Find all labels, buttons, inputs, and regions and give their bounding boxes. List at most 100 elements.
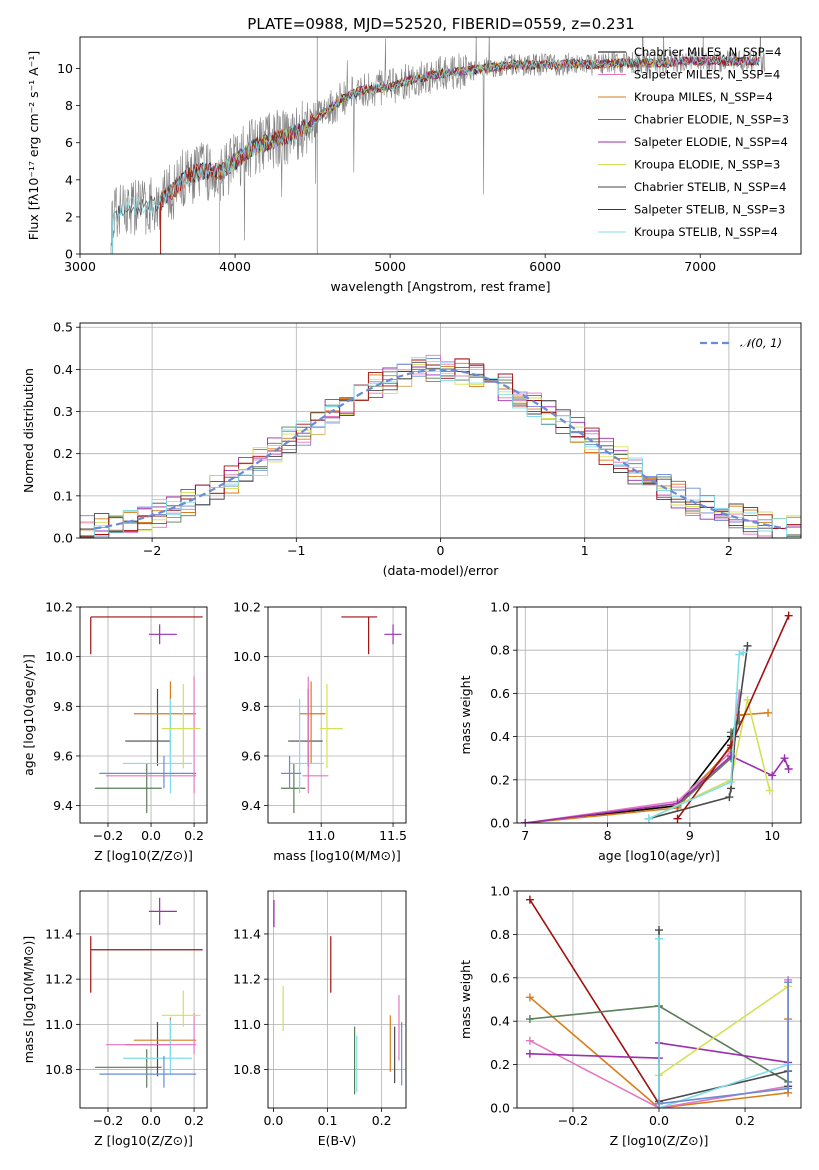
figure-title: PLATE=0988, MJD=52520, FIBERID=0559, z=0… xyxy=(247,15,634,33)
y-tick-label: 0.2 xyxy=(490,772,510,787)
y-tick-label: 9.6 xyxy=(53,748,73,763)
axes-frame xyxy=(79,606,208,824)
panel-mass-vs-Z: −0.2 0.0 0.2 10.8 11.0 11.2 11.4 Z [log10(Z/Z⊙)… xyxy=(21,890,208,1148)
model-line-7 xyxy=(160,55,759,211)
x-tick-label: 1 xyxy=(581,543,589,558)
series-marker xyxy=(780,754,789,763)
legend-label: Kroupa STELIB, N_SSP=4 xyxy=(634,225,778,239)
legend-label: Chabrier STELIB, N_SSP=4 xyxy=(634,180,786,194)
x-tick-label: 2 xyxy=(725,543,733,558)
y-tick-label: 0.3 xyxy=(53,404,73,419)
y-tick-label: 0 xyxy=(65,247,73,262)
panel-spectrum: 3000 4000 5000 6000 7000 0 2 4 6 8 10 wavelength [A… xyxy=(26,36,802,294)
x-tick-label: 7 xyxy=(521,828,529,843)
series-marker xyxy=(743,641,752,650)
panel-age-vs-mass: 11.0 11.5 9.4 9.6 9.8 10.0 10.2 mass [log10(M/M… xyxy=(233,600,407,864)
x-tick-label: 0.2 xyxy=(184,1113,204,1128)
y-tick-label: 11.2 xyxy=(45,972,73,987)
y-tick-label: 10 xyxy=(57,61,73,76)
x-tick-label: 0.2 xyxy=(372,1113,392,1128)
series-line-4 xyxy=(529,1053,660,1059)
hist-step-8 xyxy=(80,357,801,538)
series-line-5 xyxy=(658,1042,789,1064)
legend-label: Kroupa ELODIE, N_SSP=3 xyxy=(634,158,780,172)
y-axis-label: Flux [fλ10⁻¹⁷ erg cm⁻² s⁻¹ A⁻¹] xyxy=(26,51,41,240)
series-marker xyxy=(743,695,752,704)
x-tick-label: 4000 xyxy=(219,259,251,274)
legend-label: Chabrier ELODIE, N_SSP=3 xyxy=(634,113,789,127)
series-line-8 xyxy=(648,651,744,820)
axes-frame xyxy=(79,36,802,255)
series-marker xyxy=(784,765,793,773)
x-tick-label: 7000 xyxy=(684,259,716,274)
plot-area xyxy=(90,897,203,1088)
y-tick-label: 10.0 xyxy=(45,649,73,664)
plot-area xyxy=(273,900,403,1095)
y-tick-label: 0.6 xyxy=(490,686,510,701)
series-marker xyxy=(655,934,663,943)
legend-label: Salpeter MILES, N_SSP=4 xyxy=(634,68,780,82)
panel-mass-weight-vs-age: 7 8 9 10 0.0 0.2 0.4 0.6 0.8 1.0 age [log10(age/yr… xyxy=(458,600,802,863)
x-axis-label: E(B-V) xyxy=(318,1133,357,1148)
x-tick-label: 5000 xyxy=(374,259,406,274)
panel-residuals: −2 −1 0 1 2 0.0 0.1 0.2 0.3 0.4 0.5 (data-model)/er… xyxy=(21,320,802,578)
axes-frame xyxy=(267,890,407,1109)
plot-area xyxy=(110,37,766,254)
series-marker xyxy=(655,926,663,935)
series-marker xyxy=(784,978,793,987)
y-tick-label: 11.4 xyxy=(233,926,261,941)
x-axis-label: Z [log10(Z/Z⊙)] xyxy=(610,1133,709,1148)
y-tick-label: 1.0 xyxy=(490,600,510,615)
y-tick-label: 6 xyxy=(65,135,73,150)
series-marker xyxy=(655,1099,663,1108)
y-tick-label: 9.8 xyxy=(53,699,73,714)
x-tick-label: 11.5 xyxy=(379,828,407,843)
axes-frame xyxy=(79,890,208,1109)
x-tick-label: 10 xyxy=(764,828,780,843)
y-tick-label: 9.4 xyxy=(53,798,73,813)
x-tick-label: 9 xyxy=(686,828,694,843)
y-axis-label: age [log10(age/yr)] xyxy=(21,654,36,776)
x-tick-label: 8 xyxy=(604,828,612,843)
series-line-6 xyxy=(658,985,789,1077)
panel-mass-weight-vs-Z: −0.2 0.0 0.2 0.0 0.2 0.4 0.6 0.8 1.0 Z [log10(Z/Z… xyxy=(458,884,802,1148)
x-tick-label: 0.0 xyxy=(141,1113,161,1128)
legend-label: Salpeter STELIB, N_SSP=3 xyxy=(634,203,785,217)
series-marker xyxy=(735,650,744,659)
spectrum-legend: Chabrier MILES, N_SSP=4 Salpeter MILES, N… xyxy=(598,45,789,239)
x-tick-label: 0.2 xyxy=(735,1113,755,1128)
plot-area xyxy=(80,354,801,538)
panel-mass-vs-EBV: 0.0 0.1 0.2 10.8 11.0 11.2 11.4 E(B-V) xyxy=(233,890,407,1148)
x-tick-label: −0.2 xyxy=(93,1113,123,1128)
y-tick-label: 10.2 xyxy=(233,600,261,615)
x-tick-label: −1 xyxy=(287,543,305,558)
plot-area xyxy=(280,616,402,814)
series-marker xyxy=(727,777,736,786)
y-tick-label: 9.4 xyxy=(241,798,261,813)
x-tick-label: 0.0 xyxy=(141,828,161,843)
series-marker xyxy=(784,611,793,620)
y-tick-label: 10.8 xyxy=(233,1062,261,1077)
y-tick-label: 1.0 xyxy=(490,884,510,899)
y-axis-label: Normed distribution xyxy=(21,368,36,493)
series-marker xyxy=(644,814,653,823)
y-tick-label: 10.8 xyxy=(45,1062,73,1077)
series-marker xyxy=(525,895,534,904)
x-axis-label: Z [log10(Z/Z⊙)] xyxy=(94,1133,193,1148)
y-tick-label: 11.0 xyxy=(233,1017,261,1032)
y-tick-label: 0.8 xyxy=(490,643,510,658)
series-marker xyxy=(739,648,748,657)
x-axis-label: (data-model)/error xyxy=(383,563,500,578)
series-marker xyxy=(525,1036,534,1045)
y-axis-label: mass weight xyxy=(458,675,473,754)
x-tick-label: −0.2 xyxy=(93,828,123,843)
series-marker xyxy=(673,814,682,823)
series-line-8 xyxy=(658,938,789,1108)
y-tick-label: 0.4 xyxy=(490,1014,510,1029)
legend-label: Salpeter ELODIE, N_SSP=4 xyxy=(634,135,788,149)
y-axis-label: mass weight xyxy=(458,960,473,1039)
series-line-5 xyxy=(648,699,771,820)
x-tick-label: 3000 xyxy=(64,259,96,274)
series-marker xyxy=(765,786,774,795)
